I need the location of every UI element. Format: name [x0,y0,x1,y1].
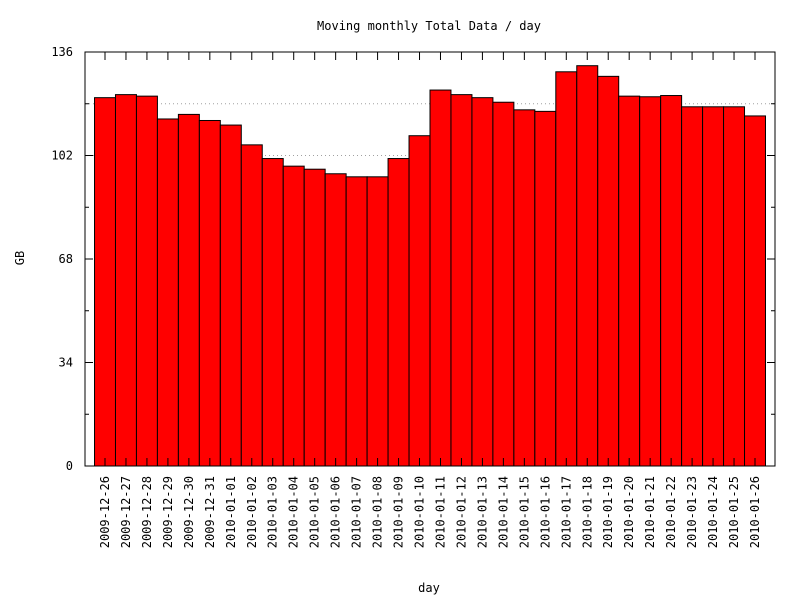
bar-2010-01-26 [744,115,766,467]
x-tick-label: 2010-01-20 [622,476,636,548]
x-tick-label: 2010-01-04 [287,476,301,548]
x-tick-label: 2010-01-16 [538,476,552,548]
x-tick-label: 2010-01-06 [329,476,343,548]
bar-2010-01-08 [366,176,389,467]
x-tick-label: 2009-12-26 [98,476,112,548]
x-tick-label: 2010-01-08 [371,476,385,548]
bar-2010-01-01 [219,124,242,467]
bar-2010-01-16 [534,110,557,467]
x-tick-label: 2010-01-25 [727,476,741,548]
bar-2010-01-05 [303,168,326,467]
x-tick-label: 2010-01-21 [643,476,657,548]
y-tick-label: 0 [66,459,73,473]
bar-2010-01-23 [681,106,704,467]
bars [94,65,766,467]
y-axis-ticks: 0 34 68 102 136 [51,45,775,473]
bar-2009-12-26 [94,97,116,467]
x-tick-label: 2010-01-14 [496,476,510,548]
bar-2009-12-28 [135,95,158,467]
bar-2009-12-29 [156,118,179,467]
x-tick-label: 2010-01-22 [664,476,678,548]
x-tick-label: 2010-01-02 [245,476,259,548]
bar-2010-01-03 [261,158,284,467]
x-tick-label: 2010-01-05 [308,476,322,548]
x-axis-ticks: 2009-12-26 2009-12-27 2009-12-28 2009-12-29… [98,52,762,548]
x-tick-label: 2010-01-12 [454,476,468,548]
bar-2009-12-30 [177,113,200,467]
x-tick-label: 2010-01-03 [266,476,280,548]
bar-2010-01-07 [345,176,368,467]
x-axis-label: day [418,581,440,595]
y-tick-label: 68 [59,252,73,266]
x-tick-label: 2010-01-15 [517,476,531,548]
bar-2010-01-09 [387,158,410,467]
x-tick-label: 2010-01-10 [413,476,427,548]
x-tick-label: 2010-01-11 [433,476,447,548]
x-tick-label: 2010-01-09 [392,476,406,548]
bar-2010-01-22 [660,95,683,467]
x-tick-label: 2009-12-27 [119,476,133,548]
bar-2010-01-17 [555,71,578,467]
bar-2010-01-24 [702,106,725,467]
bar-2010-01-20 [618,95,641,467]
x-tick-label: 2009-12-30 [182,476,196,548]
x-tick-label: 2009-12-29 [161,476,175,548]
x-tick-label: 2010-01-13 [475,476,489,548]
x-tick-label: 2010-01-24 [706,476,720,548]
bar-2010-01-13 [471,97,494,467]
x-tick-label: 2009-12-28 [140,476,154,548]
y-tick-label: 34 [59,356,73,370]
bar-2009-12-27 [114,94,137,467]
y-tick-label: 136 [51,45,73,59]
x-tick-label: 2009-12-31 [203,476,217,548]
bar-2010-01-25 [723,106,746,467]
bar-2010-01-02 [240,144,263,467]
x-tick-label: 2010-01-17 [559,476,573,548]
x-tick-label: 2010-01-18 [580,476,594,548]
bar-2010-01-12 [450,94,473,467]
x-tick-label: 2010-01-01 [224,476,238,548]
bar-2010-01-10 [408,135,431,467]
x-tick-label: 2010-01-26 [748,476,762,548]
y-axis-label: GB [13,251,27,265]
x-tick-label: 2010-01-07 [350,476,364,548]
y-tick-label: 102 [51,149,73,163]
bar-2010-01-15 [513,109,536,467]
bar-2010-01-18 [576,65,599,467]
bar-2010-01-11 [429,89,452,467]
x-tick-label: 2010-01-23 [685,476,699,548]
bar-2010-01-19 [597,75,620,467]
chart-title: Moving monthly Total Data / day [317,19,541,33]
bar-2010-01-04 [282,165,305,467]
x-tick-label: 2010-01-19 [601,476,615,548]
bar-2010-01-21 [639,96,662,467]
bar-2010-01-14 [492,101,515,467]
bar-2009-12-31 [198,119,221,467]
bar-2010-01-06 [324,173,347,467]
